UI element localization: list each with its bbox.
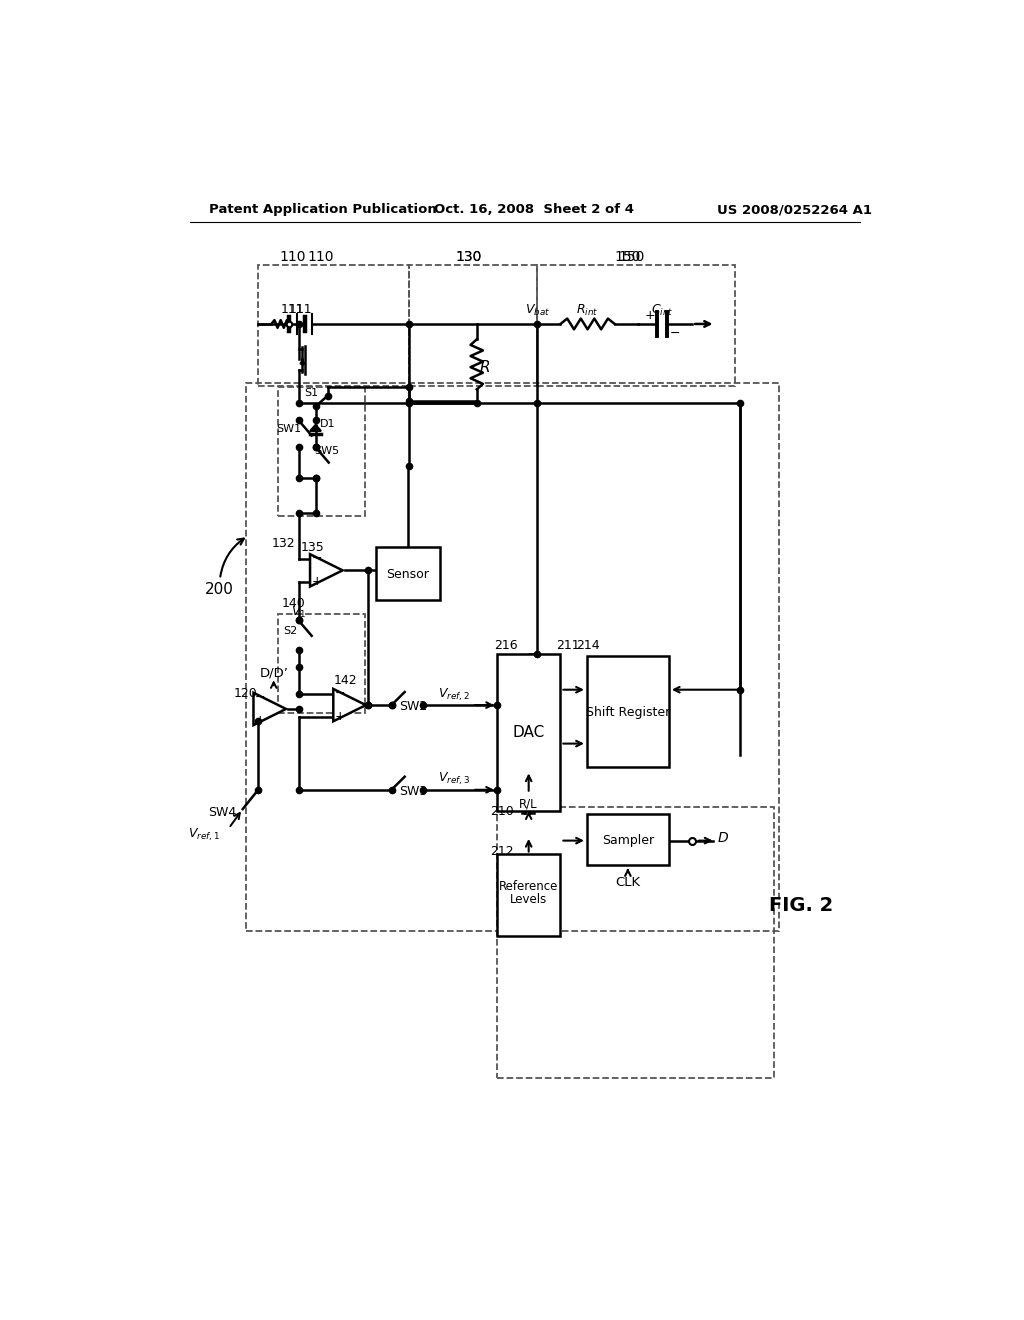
Text: SW3: SW3 bbox=[399, 785, 427, 797]
Polygon shape bbox=[333, 689, 366, 721]
Text: −: − bbox=[255, 690, 265, 704]
Bar bbox=[279, 614, 366, 713]
Text: −: − bbox=[670, 326, 680, 339]
Text: 110: 110 bbox=[280, 249, 305, 264]
Text: CLK: CLK bbox=[615, 875, 640, 888]
Text: FIG. 2: FIG. 2 bbox=[769, 896, 833, 915]
Text: S2: S2 bbox=[284, 626, 298, 636]
Text: Sensor: Sensor bbox=[386, 568, 429, 581]
Text: Shift Register: Shift Register bbox=[586, 706, 670, 719]
Polygon shape bbox=[310, 554, 343, 586]
Text: Oct. 16, 2008  Sheet 2 of 4: Oct. 16, 2008 Sheet 2 of 4 bbox=[434, 203, 634, 216]
Text: 142: 142 bbox=[333, 675, 356, 686]
Text: DAC: DAC bbox=[513, 725, 545, 739]
Bar bbox=[538, 264, 735, 387]
Text: 210: 210 bbox=[489, 805, 513, 818]
Text: $R_{int}$: $R_{int}$ bbox=[577, 304, 599, 318]
Bar bbox=[587, 814, 669, 866]
Text: 214: 214 bbox=[577, 639, 600, 652]
Text: 150: 150 bbox=[618, 249, 645, 264]
Text: 130: 130 bbox=[456, 249, 482, 264]
Text: D/D’: D/D’ bbox=[259, 667, 288, 680]
Text: 120: 120 bbox=[233, 686, 258, 700]
Bar bbox=[497, 807, 774, 1077]
Bar bbox=[376, 548, 439, 599]
Text: Sampler: Sampler bbox=[602, 834, 654, 847]
Text: 150: 150 bbox=[614, 249, 641, 264]
Polygon shape bbox=[254, 693, 286, 725]
Text: $V_{ref,2}$: $V_{ref,2}$ bbox=[437, 686, 469, 702]
Text: R: R bbox=[479, 360, 489, 375]
Text: +: + bbox=[254, 714, 265, 727]
Text: 111: 111 bbox=[288, 302, 312, 315]
Text: 111: 111 bbox=[281, 302, 304, 315]
Text: 216: 216 bbox=[495, 639, 518, 652]
Text: 130: 130 bbox=[456, 249, 482, 264]
Text: +: + bbox=[334, 710, 345, 723]
Text: D: D bbox=[718, 832, 728, 845]
Text: $V_{bat}$: $V_{bat}$ bbox=[524, 304, 550, 318]
Text: $C_{int}$: $C_{int}$ bbox=[651, 304, 673, 318]
Bar bbox=[258, 264, 410, 387]
Text: Levels: Levels bbox=[510, 892, 547, 906]
Polygon shape bbox=[300, 359, 305, 364]
Text: 135: 135 bbox=[301, 541, 325, 554]
Text: +: + bbox=[311, 576, 323, 589]
Text: 110: 110 bbox=[307, 249, 334, 264]
Text: $V_{ref,1}$: $V_{ref,1}$ bbox=[187, 826, 219, 842]
Polygon shape bbox=[310, 425, 321, 430]
Text: D1: D1 bbox=[321, 418, 336, 429]
Bar bbox=[587, 656, 669, 767]
Text: SW4: SW4 bbox=[208, 807, 237, 820]
Text: 212: 212 bbox=[489, 845, 513, 858]
Text: SW5: SW5 bbox=[313, 446, 339, 455]
Text: Patent Application Publication: Patent Application Publication bbox=[209, 203, 437, 216]
Text: −: − bbox=[334, 686, 345, 700]
Text: S1: S1 bbox=[304, 388, 318, 399]
Text: $V_1$: $V_1$ bbox=[291, 605, 306, 620]
Bar bbox=[497, 854, 560, 936]
Text: −: − bbox=[312, 552, 323, 565]
Text: 140: 140 bbox=[282, 597, 306, 610]
Text: 132: 132 bbox=[271, 537, 295, 550]
Bar bbox=[410, 264, 538, 387]
Text: SW1: SW1 bbox=[276, 425, 302, 434]
Text: $V_{ref,3}$: $V_{ref,3}$ bbox=[437, 771, 469, 787]
Bar bbox=[246, 383, 779, 932]
Bar bbox=[497, 653, 560, 812]
Text: Reference: Reference bbox=[499, 879, 558, 892]
Text: US 2008/0252264 A1: US 2008/0252264 A1 bbox=[717, 203, 872, 216]
Text: 200: 200 bbox=[205, 539, 244, 597]
Text: 211: 211 bbox=[556, 639, 580, 652]
Bar bbox=[279, 387, 366, 516]
Text: R/L: R/L bbox=[519, 797, 538, 810]
Text: SW2: SW2 bbox=[399, 700, 427, 713]
Text: +: + bbox=[645, 309, 655, 322]
